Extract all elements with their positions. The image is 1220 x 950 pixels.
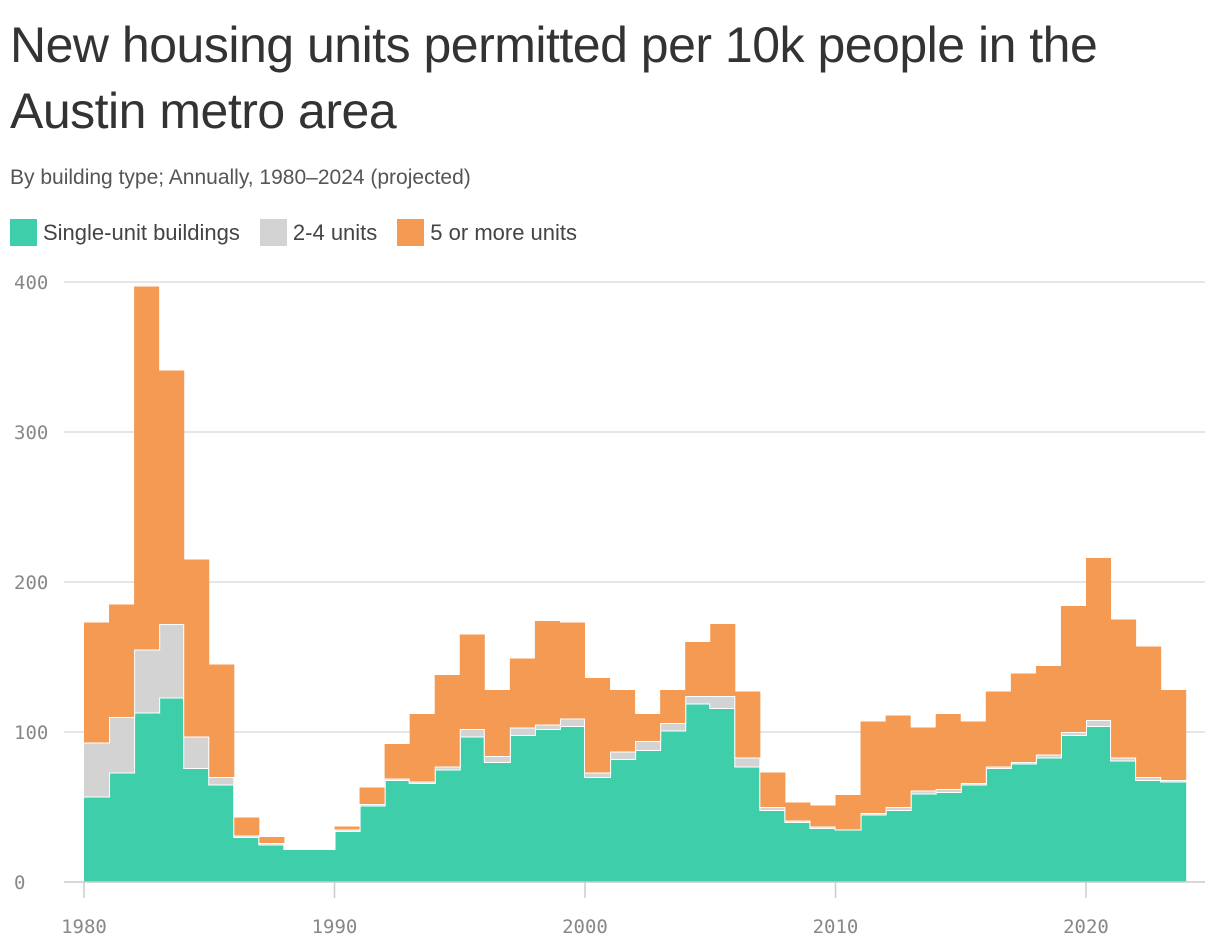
legend-swatch-2-4-units: [259, 219, 287, 246]
area-series-0: [84, 697, 1187, 882]
gridlines: [64, 281, 1205, 733]
legend-swatch-single-unit: [10, 219, 37, 246]
legend: Single-unit buildings 2-4 units 5 or mor…: [10, 219, 597, 246]
y-tick-label: 0: [14, 872, 25, 894]
area-series-2: [84, 286, 1187, 849]
y-tick-label: 300: [14, 422, 48, 444]
legend-item-single-unit: Single-unit buildings: [10, 219, 240, 246]
x-tick-label: 2000: [562, 916, 608, 938]
y-tick-label: 100: [14, 722, 48, 744]
x-tick-label: 2020: [1063, 916, 1109, 938]
stacked-areas: [84, 286, 1187, 882]
legend-item-2-4-units: 2-4 units: [259, 219, 378, 246]
legend-swatch-5-plus-units: [397, 219, 425, 246]
x-tick-label: 2010: [813, 916, 859, 938]
legend-item-5-plus-units: 5 or more units: [397, 219, 577, 246]
chart-subtitle: By building type; Annually, 1980–2024 (p…: [10, 166, 471, 189]
legend-label-single-unit: Single-unit buildings: [43, 219, 240, 245]
y-tick-label: 400: [14, 272, 48, 294]
x-tick-label: 1980: [61, 916, 107, 938]
axes: 0 100 200 300 400 1980 1990 2000 2010 2020: [14, 272, 1205, 938]
y-tick-label: 200: [14, 572, 48, 594]
legend-label-2-4-units: 2-4 units: [292, 219, 378, 245]
chart-title: New housing units permitted per 10k peop…: [10, 17, 1098, 139]
legend-label-5-plus-units: 5 or more units: [430, 219, 578, 245]
x-tick-label: 1990: [312, 916, 358, 938]
